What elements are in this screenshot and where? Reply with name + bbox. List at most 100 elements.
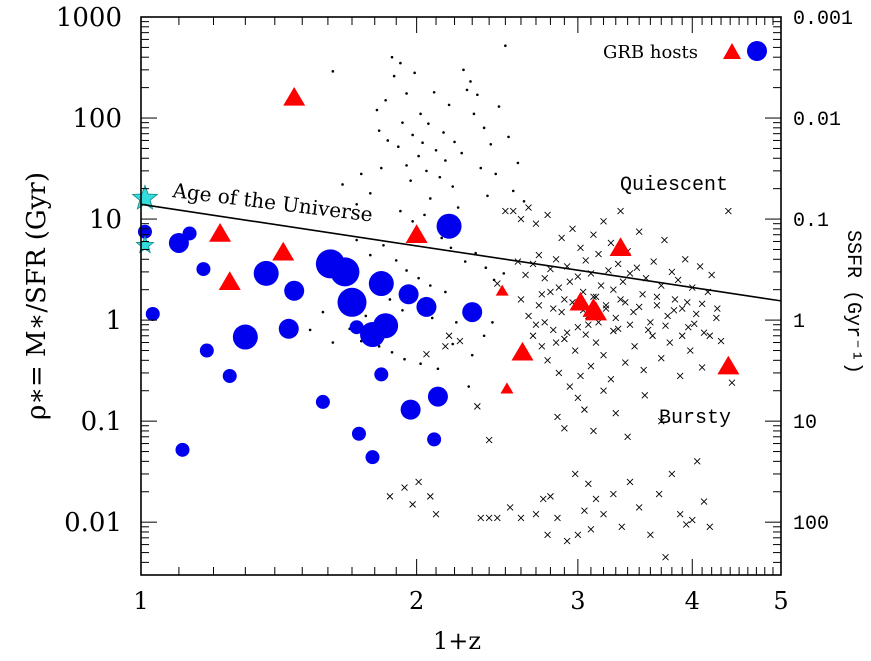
grb-host-triangle <box>209 223 232 242</box>
field-galaxy-dot <box>497 105 501 108</box>
grb-host-triangle <box>405 224 428 243</box>
field-galaxy-dot <box>308 328 312 332</box>
field-galaxy-cross <box>635 228 643 236</box>
field-galaxy-cross <box>577 244 584 252</box>
field-galaxy-cross <box>630 308 637 316</box>
field-galaxy-dot <box>507 135 510 139</box>
field-galaxy-cross <box>544 211 551 219</box>
field-galaxy-cross <box>538 290 546 298</box>
grb-host-circle <box>373 313 399 339</box>
field-galaxy-cross <box>640 366 648 374</box>
field-galaxy-cross <box>477 514 485 522</box>
grb-host-triangle <box>495 284 509 296</box>
grb-host-circle <box>253 260 279 286</box>
field-galaxy-cross <box>582 331 590 338</box>
field-galaxy-cross <box>574 323 582 331</box>
field-galaxy-cross <box>423 350 430 358</box>
field-galaxy-dot <box>399 61 402 65</box>
y2-tick-label: 0.1 <box>793 210 829 233</box>
field-galaxy-cross <box>541 319 549 326</box>
field-galaxy-cross <box>541 274 549 282</box>
field-galaxy-cross <box>639 290 646 298</box>
field-galaxy-cross <box>713 305 721 312</box>
field-galaxy-cross <box>674 276 682 284</box>
grb-host-triangle <box>272 241 295 261</box>
field-galaxy-cross <box>717 337 725 345</box>
field-galaxy-cross <box>713 314 720 322</box>
field-galaxy-cross <box>585 480 592 488</box>
field-galaxy-cross <box>597 282 605 289</box>
star-marker <box>131 184 159 210</box>
field-galaxy-cross <box>544 531 551 539</box>
field-galaxy-cross <box>582 257 590 264</box>
field-galaxy-cross <box>635 504 643 511</box>
field-galaxy-dot <box>432 90 436 94</box>
y2-tick-label: 0.01 <box>793 109 841 132</box>
field-galaxy-dot <box>484 266 488 270</box>
field-galaxy-cross <box>566 278 574 286</box>
field-galaxy-cross <box>544 356 551 364</box>
field-galaxy-cross <box>456 337 464 345</box>
x-tick-label: 4 <box>685 587 700 615</box>
field-galaxy-cross <box>647 531 654 539</box>
field-galaxy-dot <box>442 131 445 134</box>
field-galaxy-cross <box>649 332 656 340</box>
field-galaxy-cross <box>506 504 514 511</box>
field-galaxy-dot <box>421 141 424 144</box>
field-galaxy-cross <box>681 255 689 263</box>
x-axis-label: 1+z <box>433 627 481 655</box>
field-galaxy-cross <box>587 525 595 533</box>
field-galaxy-cross <box>693 458 701 465</box>
field-galaxy-cross <box>595 250 602 258</box>
grb-host-circle <box>368 271 394 297</box>
field-galaxy-cross <box>569 225 576 233</box>
field-galaxy-dot <box>516 161 520 165</box>
legend-label: GRB hosts <box>603 42 698 63</box>
field-galaxy-cross <box>509 207 517 215</box>
field-galaxy-cross <box>655 490 663 498</box>
field-galaxy-cross <box>602 305 610 312</box>
field-galaxy-dot <box>462 68 465 72</box>
field-galaxy-cross <box>554 514 561 522</box>
field-galaxy-dot <box>401 121 404 124</box>
field-galaxy-cross <box>525 204 532 211</box>
field-galaxy-cross <box>621 298 629 306</box>
field-galaxy-dot <box>434 148 438 152</box>
field-galaxy-cross <box>610 327 617 335</box>
field-galaxy-cross <box>474 403 481 410</box>
field-galaxy-cross <box>682 521 690 528</box>
field-galaxy-cross <box>678 332 686 340</box>
field-galaxy-cross <box>590 427 597 435</box>
y-tick-label: 1000 <box>56 3 122 33</box>
field-galaxy-cross <box>529 332 537 340</box>
field-galaxy-dot <box>470 353 474 357</box>
grb-host-circle <box>349 320 364 335</box>
field-galaxy-cross <box>445 332 453 340</box>
field-galaxy-cross <box>698 300 706 308</box>
field-galaxy-cross <box>605 267 612 274</box>
field-galaxy-cross <box>561 424 568 432</box>
field-galaxy-cross <box>592 293 600 301</box>
field-galaxy-dot <box>390 351 394 354</box>
field-galaxy-cross <box>558 308 565 316</box>
field-galaxy-cross <box>688 516 696 524</box>
y-tick-label: 1 <box>105 306 122 336</box>
field-galaxy-cross <box>698 364 706 371</box>
x-tick-label: 1 <box>133 587 148 615</box>
field-galaxy-dot <box>429 284 432 287</box>
field-galaxy-dot <box>380 166 383 170</box>
field-galaxy-cross <box>547 288 554 296</box>
field-galaxy-cross <box>535 302 543 309</box>
field-galaxy-dot <box>476 93 479 97</box>
field-galaxy-dot <box>427 122 430 125</box>
field-galaxy-dot <box>467 385 471 388</box>
grb-host-circle <box>222 368 237 383</box>
field-galaxy-cross <box>690 320 698 328</box>
grb-host-circle <box>175 442 190 457</box>
field-galaxy-dot <box>489 142 493 146</box>
field-galaxy-cross <box>676 372 684 380</box>
field-galaxy-cross <box>644 326 652 334</box>
field-galaxy-dot <box>460 151 463 155</box>
field-galaxy-cross <box>585 321 592 329</box>
field-galaxy-cross <box>683 298 691 306</box>
